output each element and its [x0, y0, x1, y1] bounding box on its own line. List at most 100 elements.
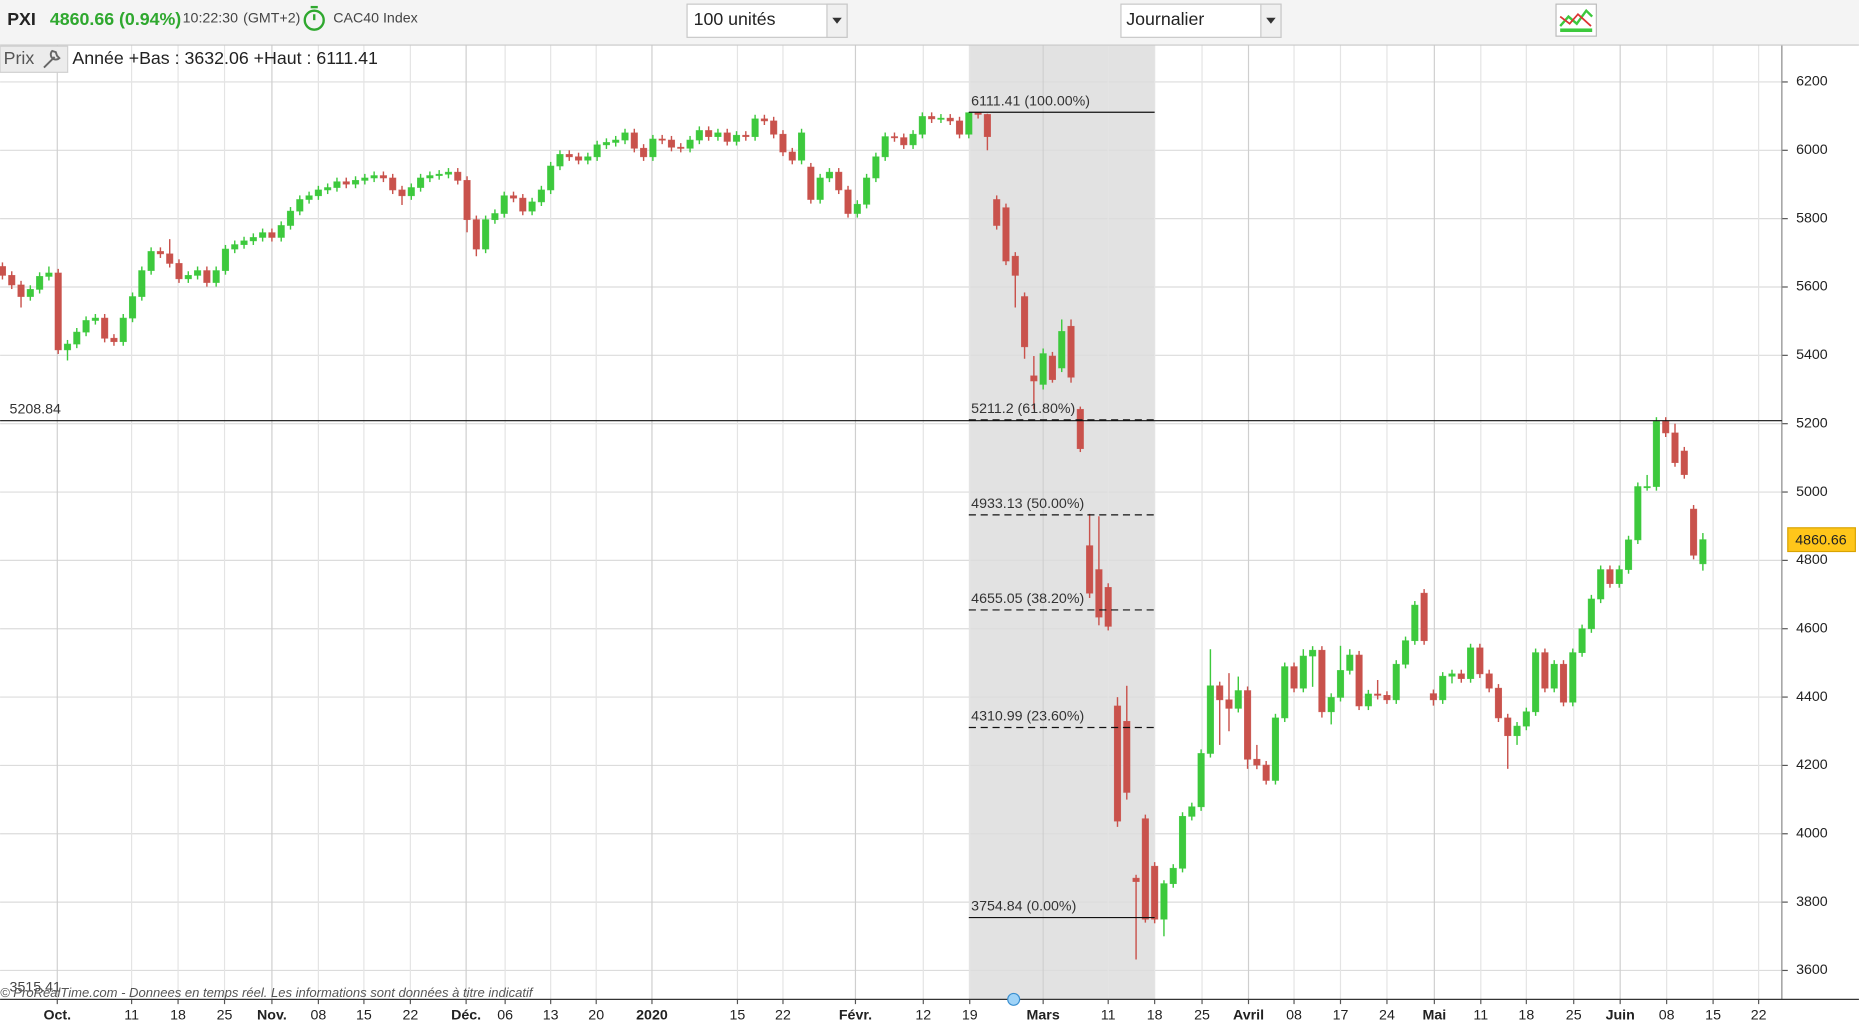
candle-body: [1467, 647, 1475, 679]
y-tick-label: 4800: [1796, 552, 1828, 568]
candle-body: [1160, 883, 1168, 920]
marker-handle[interactable]: [1007, 992, 1021, 1006]
x-tick-label: 19: [962, 1008, 978, 1024]
candle-body: [742, 134, 750, 137]
candle-body: [835, 171, 843, 191]
wrench-icon[interactable]: [43, 49, 61, 69]
x-tick-label: Déc.: [451, 1008, 481, 1024]
candle-body: [1457, 673, 1465, 679]
candle-body: [1225, 699, 1233, 709]
candle-body: [630, 132, 638, 149]
candle-body: [853, 203, 861, 214]
x-tick-label: Avril: [1233, 1008, 1264, 1024]
candle-body: [175, 263, 183, 280]
candle-body: [751, 118, 759, 137]
candle-body: [454, 171, 462, 181]
candle-body: [426, 175, 434, 179]
candle-body: [1401, 640, 1410, 665]
candle-body: [1355, 654, 1363, 707]
x-tick-label: 11: [124, 1008, 139, 1024]
x-tick-label: 18: [1518, 1008, 1534, 1024]
candle-body: [491, 213, 499, 221]
candle-body: [556, 154, 564, 167]
candle-body: [333, 181, 341, 188]
candle-body: [1364, 693, 1372, 707]
candle-body: [547, 165, 555, 191]
candle-body: [1532, 652, 1540, 713]
candle-body: [993, 199, 1001, 226]
candle-body: [1299, 655, 1307, 689]
candle-body: [1095, 569, 1103, 618]
candle-body: [760, 118, 768, 122]
candle-body: [602, 142, 610, 146]
quantity-dropdown[interactable]: 100 unités: [686, 3, 848, 38]
candle-body: [0, 266, 7, 276]
candle-body: [584, 156, 592, 161]
candle-body: [82, 320, 90, 333]
x-tick-label: Mars: [1027, 1008, 1060, 1024]
candle-body: [723, 132, 731, 142]
candle-body: [1439, 675, 1447, 701]
candle-body: [965, 112, 973, 135]
candle-body: [1392, 663, 1400, 701]
candle-body: [1578, 628, 1586, 654]
candle-body: [36, 276, 44, 290]
candle-body: [1541, 652, 1549, 689]
candle-body: [1383, 695, 1391, 701]
x-tick-label: Mai: [1422, 1008, 1446, 1024]
candle-body: [695, 130, 703, 141]
candle-body: [1197, 753, 1205, 808]
candle-body: [444, 171, 453, 175]
x-tick-label: 08: [310, 1008, 326, 1024]
candle-body: [1281, 666, 1289, 719]
candle-body: [194, 270, 202, 276]
candle-body: [472, 219, 480, 250]
period-dropdown[interactable]: Journalier: [1120, 3, 1282, 38]
candle-body: [1253, 758, 1261, 766]
x-tick-label: 15: [730, 1008, 746, 1024]
candle-body: [528, 201, 536, 212]
x-tick-label: 08: [1659, 1008, 1675, 1024]
candle-body: [1030, 375, 1038, 382]
candle-body: [714, 132, 722, 137]
indicator-icon[interactable]: [1555, 3, 1597, 37]
stopwatch-icon[interactable]: [303, 5, 325, 31]
instrument: CAC40 Index: [333, 11, 418, 27]
candle-body: [166, 253, 174, 264]
x-tick-label: 15: [356, 1008, 372, 1024]
candle-body: [798, 132, 806, 161]
candle-body: [17, 284, 25, 297]
candle-body: [1411, 604, 1419, 642]
candle-body: [1662, 420, 1670, 434]
y-tick-label: 6200: [1796, 74, 1828, 90]
y-min-label: 3515.41: [10, 979, 61, 995]
candle-body: [314, 189, 322, 197]
candle-body: [593, 144, 601, 158]
plot-background: [0, 45, 1782, 1000]
candle-body: [946, 117, 954, 122]
x-tick-label: 24: [1379, 1008, 1395, 1024]
candle-body: [1132, 877, 1140, 882]
candle-body: [389, 177, 397, 191]
reference-label: 5208.84: [10, 402, 61, 418]
x-tick-label: 11: [1473, 1008, 1488, 1024]
candle-body: [1485, 673, 1493, 689]
candle-body: [1374, 693, 1382, 696]
candle-body: [872, 156, 880, 179]
candle-body: [1290, 666, 1298, 689]
candle-body: [732, 134, 741, 142]
y-tick-label: 3800: [1796, 894, 1828, 910]
y-tick-label: 5400: [1796, 347, 1828, 363]
candle-body: [686, 139, 694, 149]
x-tick-label: Juin: [1606, 1008, 1635, 1024]
candle-body: [770, 120, 778, 135]
candle-body: [1141, 818, 1149, 920]
x-tick-label: Févr.: [839, 1008, 872, 1024]
candle-body: [1624, 539, 1633, 570]
candle-body: [807, 166, 815, 200]
candle-body: [1021, 296, 1029, 348]
candle-body: [119, 317, 127, 343]
y-tick-label: 4600: [1796, 620, 1828, 636]
